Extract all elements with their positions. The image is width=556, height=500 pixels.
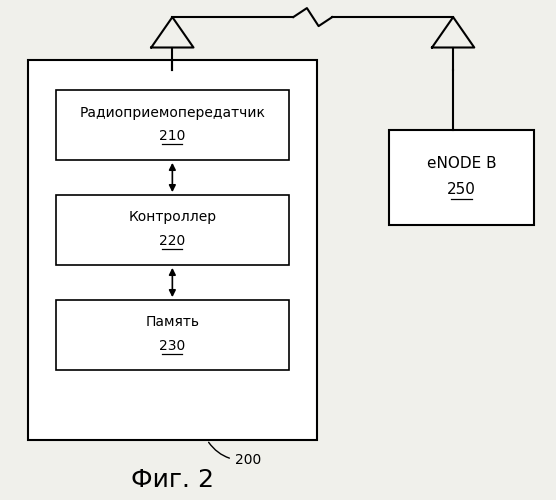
Text: 200: 200 <box>208 442 261 467</box>
Text: Контроллер: Контроллер <box>128 210 216 224</box>
Text: 210: 210 <box>159 129 186 143</box>
Text: Фиг. 2: Фиг. 2 <box>131 468 214 492</box>
Bar <box>28 60 317 440</box>
Bar <box>389 130 534 225</box>
Text: 220: 220 <box>159 234 186 248</box>
Text: eNODE B: eNODE B <box>426 156 497 171</box>
Text: Память: Память <box>145 316 200 330</box>
Bar <box>56 300 289 370</box>
Bar <box>56 90 289 160</box>
Text: 250: 250 <box>447 182 476 198</box>
Bar <box>56 195 289 265</box>
Text: 230: 230 <box>159 339 186 353</box>
Text: Радиоприемопередатчик: Радиоприемопередатчик <box>80 106 265 120</box>
